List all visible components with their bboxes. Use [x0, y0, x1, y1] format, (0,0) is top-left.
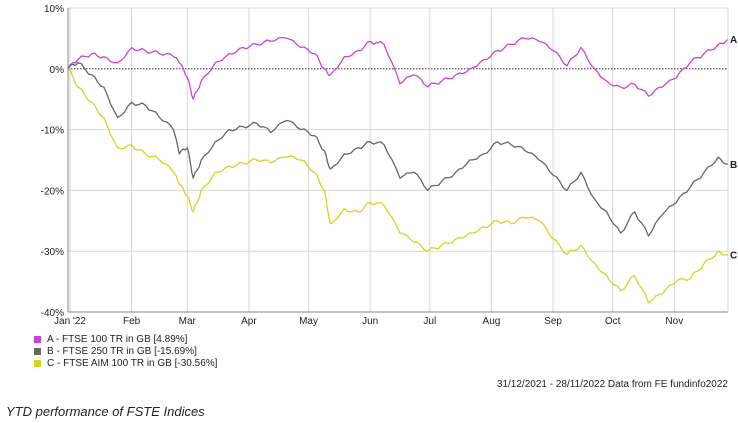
series-lines	[67, 36, 729, 304]
legend-item-a[interactable]: A - FTSE 100 TR in GB [4.89%]	[34, 333, 217, 345]
y-tick-label: 10%	[44, 4, 64, 15]
legend-label-c: C - FTSE AIM 100 TR in GB [-30.56%]	[47, 357, 218, 369]
y-tick-label: -40%	[41, 308, 64, 319]
y-tick-label: -30%	[41, 247, 64, 258]
x-tick-label: Feb	[123, 316, 141, 327]
legend: A - FTSE 100 TR in GB [4.89%] B - FTSE 2…	[34, 333, 217, 369]
grid	[68, 7, 728, 313]
y-tick-labels: 10% 0% -10% -20% -30% -40%	[41, 4, 64, 319]
legend-label-a: A - FTSE 100 TR in GB [4.89%]	[47, 333, 188, 345]
legend-label-b: B - FTSE 250 TR in GB [-15.69%]	[47, 345, 197, 357]
end-label-a: A	[730, 35, 737, 46]
series-line-a	[67, 36, 729, 100]
legend-swatch-c	[34, 359, 41, 367]
legend-swatch-b	[34, 347, 41, 355]
y-tick-label: -20%	[41, 186, 64, 197]
x-tick-label: Jul	[423, 316, 436, 327]
x-tick-labels: Jan '22 Feb Mar Apr May Jun Jul Aug Sep Oct Nov	[54, 316, 683, 327]
plot-area-background	[68, 8, 728, 312]
series-line-c	[67, 68, 729, 304]
figure-caption: YTD performance of FSTE Indices	[6, 404, 205, 419]
x-tick-label: May	[299, 316, 318, 327]
x-tick-label: Oct	[605, 316, 621, 327]
series-end-labels: A B C	[730, 35, 737, 262]
legend-swatch-a	[34, 335, 41, 343]
x-tick-label: Mar	[179, 316, 197, 327]
legend-item-b[interactable]: B - FTSE 250 TR in GB [-15.69%]	[34, 345, 217, 357]
x-tick-label: Aug	[483, 316, 501, 327]
axes	[67, 8, 729, 313]
x-tick-label: Apr	[241, 316, 257, 327]
end-label-b: B	[730, 160, 737, 171]
x-tick-label: Nov	[665, 316, 683, 327]
x-tick-label: Sep	[544, 316, 562, 327]
performance-line-chart: 10% 0% -10% -20% -30% -40% Jan '22 Feb Mar Apr Ma…	[41, 4, 738, 327]
y-tick-label: 0%	[50, 65, 65, 76]
x-tick-label: Jan '22	[54, 316, 86, 327]
data-source-note: 31/12/2021 - 28/11/2022 Data from FE fun…	[496, 379, 728, 390]
legend-item-c[interactable]: C - FTSE AIM 100 TR in GB [-30.56%]	[34, 357, 217, 369]
end-label-c: C	[730, 251, 737, 262]
x-tick-label: Jun	[362, 316, 378, 327]
y-tick-label: -10%	[41, 126, 64, 137]
series-line-b	[67, 62, 729, 237]
